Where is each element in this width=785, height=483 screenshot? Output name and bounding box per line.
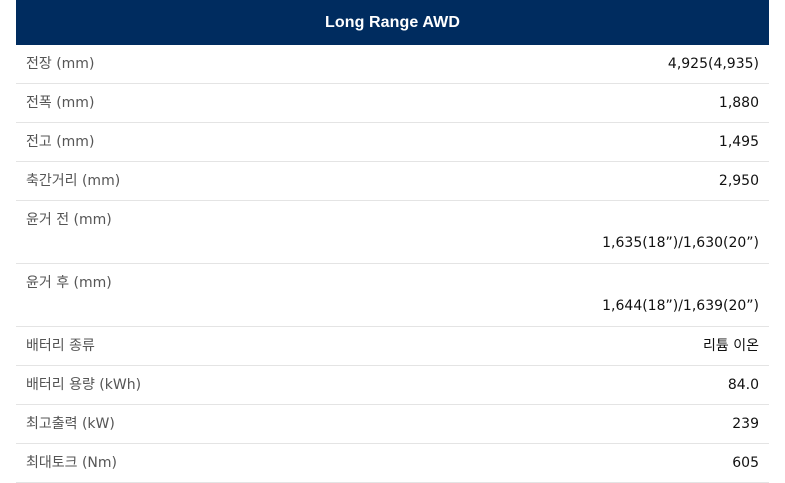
spec-label: 전고 (mm) — [26, 134, 95, 150]
spec-table: Long Range AWD 전장 (mm) 4,925(4,935) 전폭 (… — [16, 0, 769, 483]
trim-title: Long Range AWD — [324, 13, 461, 31]
spec-label: 최고출력 (kW) — [26, 416, 115, 432]
spec-label: 전폭 (mm) — [26, 95, 95, 111]
spec-value: 1,495 — [718, 134, 759, 150]
spec-row-battery-type: 배터리 종류 리튬 이온 — [16, 327, 769, 366]
spec-row-length: 전장 (mm) 4,925(4,935) — [16, 45, 769, 84]
spec-label: 윤거 전 (mm) — [26, 212, 112, 228]
spec-label: 배터리 종류 — [26, 338, 95, 354]
spec-value: 239 — [732, 416, 759, 432]
spec-row-rear-track: 윤거 후 (mm) 1,644(18”)/1,639(20”) — [16, 264, 769, 327]
spec-label: 전장 (mm) — [26, 56, 95, 72]
spec-row-battery-capacity: 배터리 용량 (kWh) 84.0 — [16, 366, 769, 405]
spec-row-wheelbase: 축간거리 (mm) 2,950 — [16, 162, 769, 201]
spec-label: 배터리 용량 (kWh) — [26, 377, 142, 393]
spec-row-height: 전고 (mm) 1,495 — [16, 123, 769, 162]
spec-value: 2,950 — [718, 173, 759, 189]
spec-row-max-power: 최고출력 (kW) 239 — [16, 405, 769, 444]
spec-label: 최대토크 (Nm) — [26, 455, 118, 471]
spec-value: 605 — [732, 455, 759, 471]
spec-row-width: 전폭 (mm) 1,880 — [16, 84, 769, 123]
spec-value: 1,644(18”)/1,639(20”) — [602, 298, 759, 314]
spec-row-front-track: 윤거 전 (mm) 1,635(18”)/1,630(20”) — [16, 201, 769, 264]
spec-value: 84.0 — [727, 377, 759, 393]
spec-value: 리튬 이온 — [703, 338, 759, 354]
spec-value: 1,635(18”)/1,630(20”) — [602, 235, 759, 251]
table-header: Long Range AWD — [16, 0, 769, 45]
spec-value: 1,880 — [718, 95, 759, 111]
spec-row-max-torque: 최대토크 (Nm) 605 — [16, 444, 769, 483]
spec-label: 축간거리 (mm) — [26, 173, 121, 189]
spec-label: 윤거 후 (mm) — [26, 275, 112, 291]
spec-value: 4,925(4,935) — [667, 56, 759, 72]
